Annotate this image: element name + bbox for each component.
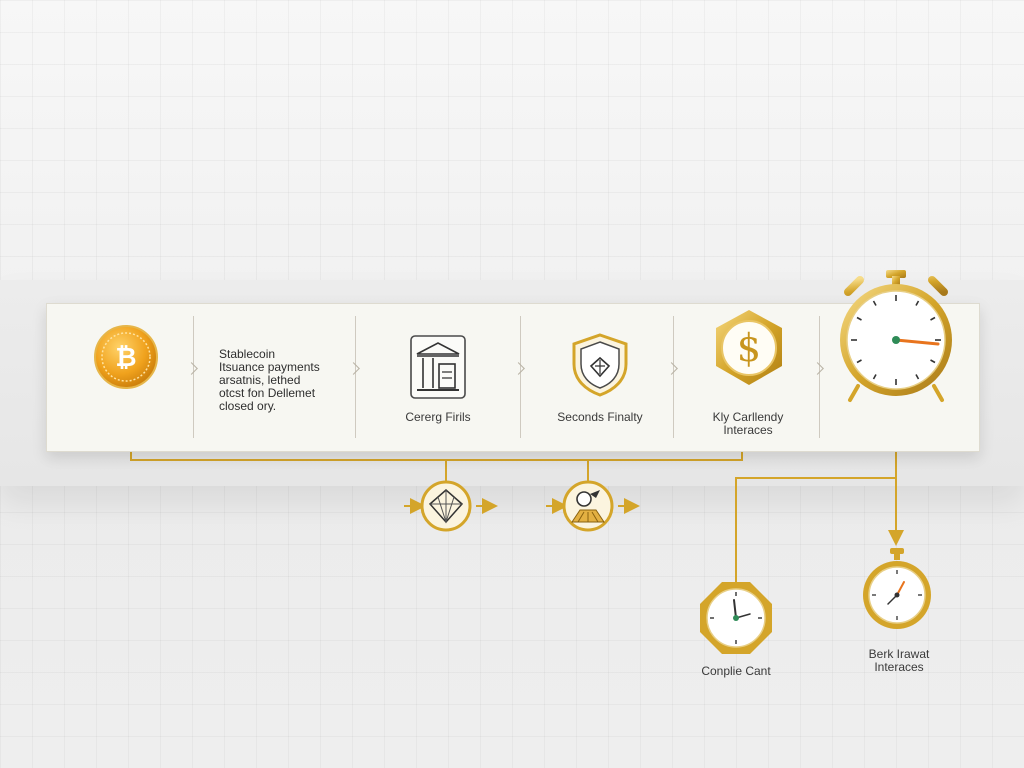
stage-label-currency-line1: Kly Carllendy: [712, 410, 784, 424]
stopwatch-icon: [863, 548, 931, 629]
divider: [673, 316, 674, 438]
bitcoin-coin-icon: ₿: [94, 325, 158, 389]
chevron-right-icon: [811, 362, 824, 375]
diamond-icon: [420, 480, 472, 532]
clock-label-bank-line1: Berk Irawat: [868, 647, 930, 661]
stage-label-clearing: Cererg Firils: [405, 410, 471, 424]
stage-label-finality: Seconds Finalty: [557, 410, 643, 424]
stage-label-currency-line2: Interaces: [723, 423, 773, 437]
alarm-clock-icon: [840, 270, 952, 402]
clock-label-compliance: Conplie Cant: [701, 664, 771, 678]
svg-text:$: $: [737, 326, 761, 370]
divider: [520, 316, 521, 438]
chevron-right-icon: [512, 362, 525, 375]
rocket-icon: [562, 480, 614, 532]
chevron-right-icon: [347, 362, 360, 375]
clock-icon: [700, 582, 772, 654]
process-panel: ₿ Stablecoin Itsuance payments arsatnis,…: [46, 303, 980, 452]
clock-label-bank-line2: Interaces: [874, 660, 924, 674]
shield-icon: [572, 333, 628, 397]
divider: [193, 316, 194, 438]
dollar-badge-icon: $: [716, 310, 782, 385]
chevron-right-icon: [185, 362, 198, 375]
divider: [819, 316, 820, 438]
divider: [355, 316, 356, 438]
stage-text-stablecoin: Stablecoin Itsuance payments arsatnis, l…: [219, 347, 320, 413]
svg-text:₿: ₿: [115, 343, 136, 373]
chevron-right-icon: [665, 362, 678, 375]
bank-building-icon: [410, 335, 466, 399]
